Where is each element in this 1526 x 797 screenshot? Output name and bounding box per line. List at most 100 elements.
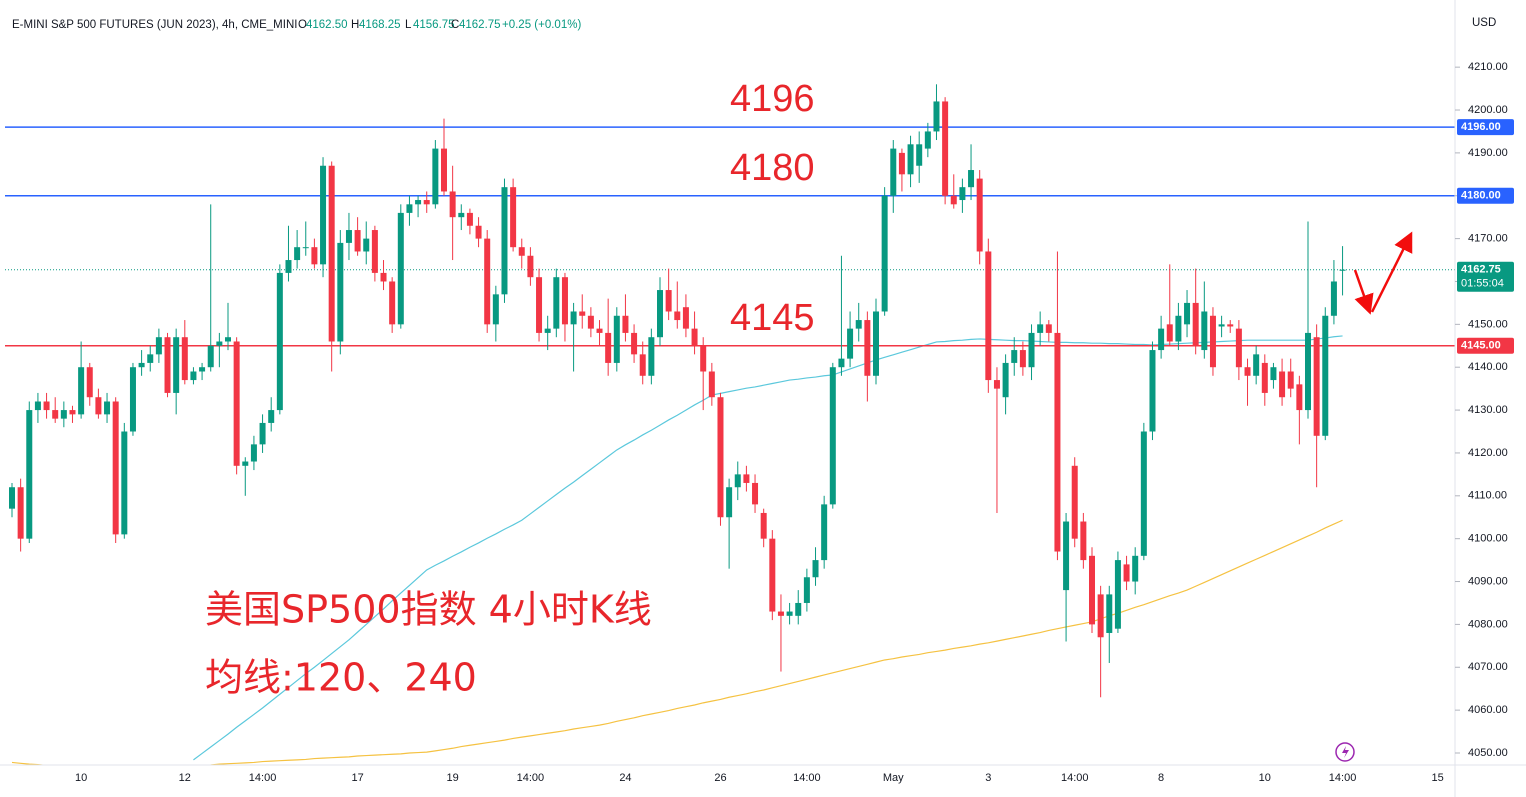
candle-body bbox=[95, 397, 102, 415]
candle-body bbox=[484, 238, 491, 325]
candle-body bbox=[898, 152, 905, 175]
y-tick-label: 4140.00 bbox=[1468, 361, 1508, 373]
candle-body bbox=[1175, 315, 1182, 342]
candle-body bbox=[622, 315, 629, 333]
candle-body bbox=[631, 332, 638, 355]
candle-body bbox=[1209, 315, 1216, 368]
candle-body bbox=[1149, 350, 1156, 432]
candle-body bbox=[492, 294, 499, 325]
candle-body bbox=[112, 401, 119, 535]
annotation-arrow bbox=[1370, 231, 1413, 313]
candle-body bbox=[173, 337, 180, 393]
candle-body bbox=[250, 444, 257, 462]
candle-body bbox=[605, 332, 612, 363]
candle-body bbox=[933, 101, 940, 132]
candle-body bbox=[259, 422, 266, 445]
x-tick-label: 8 bbox=[1158, 772, 1164, 784]
candle-body bbox=[1227, 324, 1234, 327]
candle-body bbox=[907, 144, 914, 175]
y-tick-label: 4170.00 bbox=[1468, 233, 1508, 245]
y-tick-label: 4070.00 bbox=[1468, 661, 1508, 673]
candle-body bbox=[639, 354, 646, 376]
candle-body bbox=[26, 410, 33, 539]
x-tick-label: 14:00 bbox=[1329, 772, 1357, 784]
candle-body bbox=[570, 311, 577, 325]
x-tick-label: 17 bbox=[351, 772, 363, 784]
candle-body bbox=[60, 410, 67, 419]
ohlc-label: L bbox=[405, 19, 412, 31]
candle-body bbox=[1339, 269, 1346, 271]
candle-body bbox=[682, 307, 689, 329]
ohlc-label: H bbox=[351, 19, 359, 31]
candle-body bbox=[1201, 311, 1208, 351]
candle-body bbox=[302, 247, 309, 249]
candle-body bbox=[155, 337, 162, 355]
candle-body bbox=[821, 504, 828, 561]
candle-body bbox=[726, 487, 733, 518]
candle-body bbox=[968, 170, 975, 188]
y-tick-label: 4080.00 bbox=[1468, 618, 1508, 630]
candle-body bbox=[242, 461, 249, 466]
x-tick-label: 15 bbox=[1431, 772, 1443, 784]
candle-body bbox=[466, 212, 473, 226]
candle-body bbox=[1123, 564, 1130, 582]
x-tick-label: 14:00 bbox=[249, 772, 277, 784]
candle-body bbox=[613, 315, 620, 363]
price-label: 4180.00 bbox=[1461, 190, 1501, 202]
candle-body bbox=[216, 341, 223, 346]
candle-body bbox=[389, 281, 396, 325]
candle-body bbox=[1330, 281, 1337, 316]
y-tick-label: 4210.00 bbox=[1468, 61, 1508, 73]
price-label: 4145.00 bbox=[1461, 340, 1501, 352]
candle-body bbox=[743, 474, 750, 483]
candle-body bbox=[441, 148, 447, 192]
candle-body bbox=[423, 200, 430, 205]
candle-body bbox=[380, 272, 387, 282]
ohlc-header: O 4162.50 H 4168.25 L 4156.75C 4162.75 bbox=[298, 19, 501, 31]
candle-body bbox=[354, 230, 361, 252]
candle-body bbox=[587, 315, 594, 329]
candle-body bbox=[1002, 362, 1009, 398]
candle-body bbox=[43, 401, 50, 411]
y-tick-label: 4060.00 bbox=[1468, 704, 1508, 716]
candle-body bbox=[34, 401, 41, 411]
candle-body bbox=[121, 431, 128, 535]
candle-body bbox=[1097, 594, 1104, 638]
x-tick-label: May bbox=[883, 772, 904, 784]
candle-body bbox=[371, 230, 378, 273]
candle-body bbox=[1192, 302, 1199, 346]
ohlc-label: O bbox=[298, 19, 307, 31]
candle-body bbox=[1313, 337, 1320, 436]
candle-body bbox=[1244, 367, 1251, 376]
candle-body bbox=[1106, 594, 1113, 633]
candle-body bbox=[864, 320, 871, 376]
candle-body bbox=[674, 311, 681, 321]
candle-body bbox=[17, 487, 24, 539]
candle-body bbox=[1114, 560, 1121, 629]
candle-body bbox=[1270, 367, 1277, 381]
price-label: 4196.00 bbox=[1461, 121, 1501, 133]
candle-body bbox=[976, 178, 983, 252]
candle-body bbox=[69, 410, 76, 415]
x-tick-label: 10 bbox=[1259, 772, 1271, 784]
candle-body bbox=[1089, 555, 1095, 625]
candle-body bbox=[717, 397, 724, 518]
symbol-title: E-MINI S&P 500 FUTURES (JUN 2023), 4h, C… bbox=[12, 19, 297, 31]
candle-body bbox=[1063, 521, 1070, 591]
ohlc-value: 4162.50 bbox=[306, 19, 348, 31]
candle-body bbox=[873, 311, 879, 376]
candle-body bbox=[993, 380, 1000, 389]
x-tick-label: 14:00 bbox=[517, 772, 545, 784]
candle-body bbox=[9, 487, 15, 509]
candle-body bbox=[752, 482, 759, 505]
candle-body bbox=[881, 195, 888, 312]
candle-body bbox=[268, 410, 275, 423]
candle-body bbox=[233, 341, 240, 466]
candle-body bbox=[1037, 324, 1044, 333]
candle-body bbox=[1166, 324, 1173, 342]
candle-body bbox=[734, 474, 741, 488]
candle-body bbox=[276, 272, 283, 411]
candle-body bbox=[579, 311, 586, 316]
